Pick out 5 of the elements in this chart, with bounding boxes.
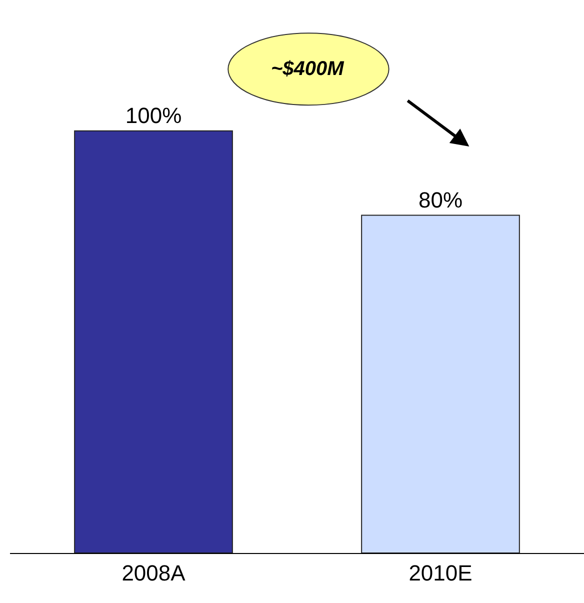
data-label: 80% (418, 187, 463, 212)
x-tick-label: 2008A (122, 560, 186, 586)
text: ~$400M (271, 58, 346, 80)
x-tick-label: 2010E (408, 560, 472, 586)
data-label: 100% (125, 102, 182, 128)
